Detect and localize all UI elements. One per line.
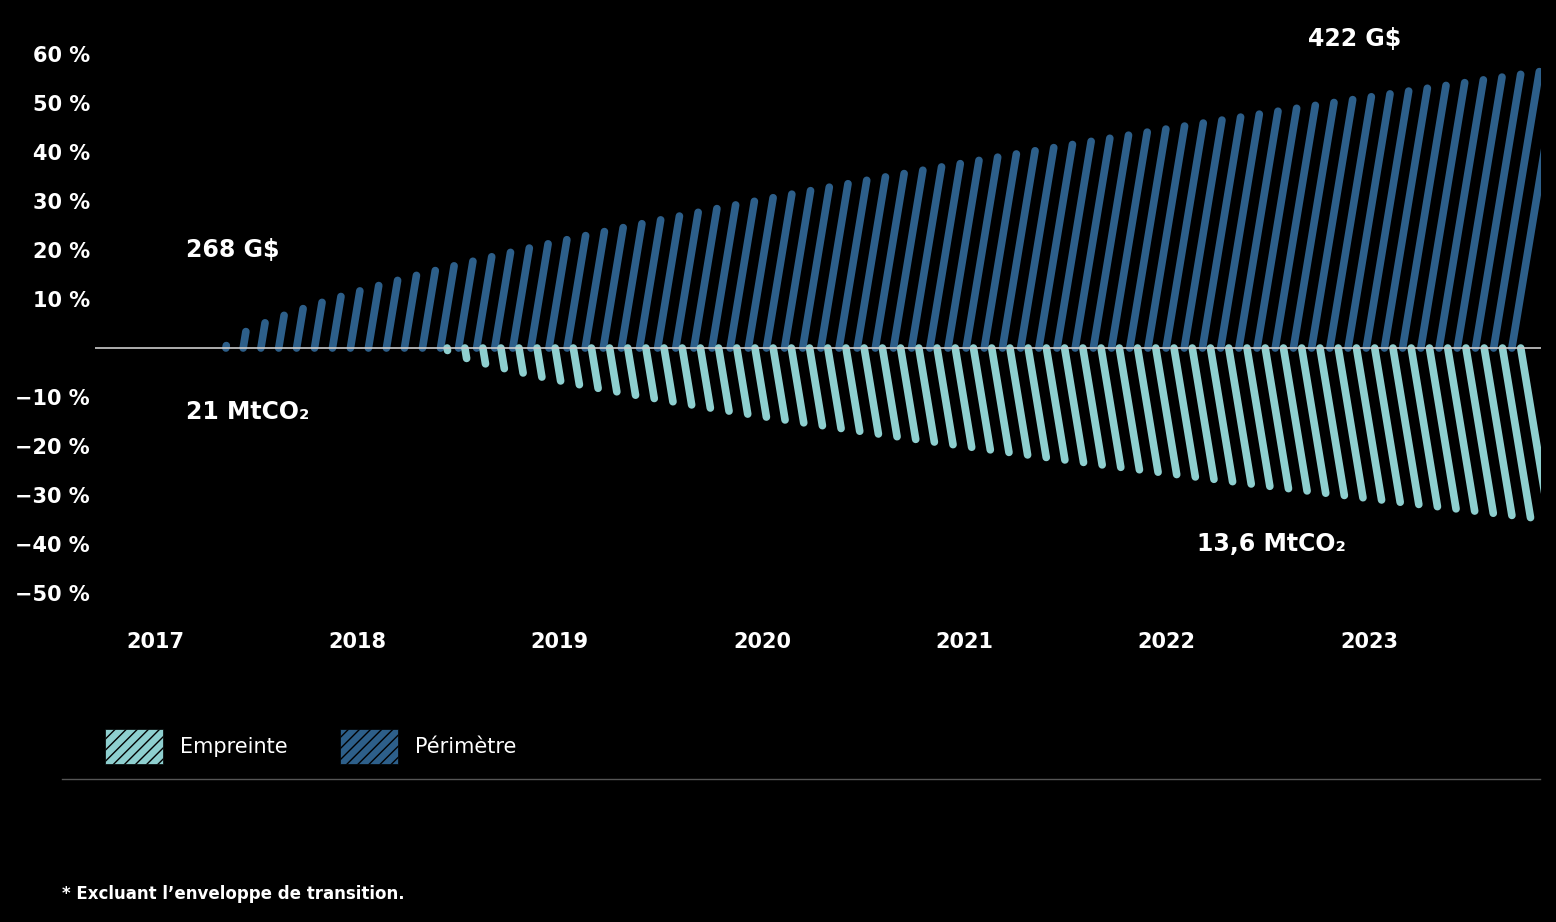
Text: 268 G$: 268 G$ — [185, 238, 279, 262]
Text: 422 G$: 422 G$ — [1309, 28, 1402, 52]
Text: 21 MtCO₂: 21 MtCO₂ — [185, 399, 310, 424]
Text: * Excluant l’enveloppe de transition.: * Excluant l’enveloppe de transition. — [62, 885, 405, 903]
Text: 13,6 MtCO₂: 13,6 MtCO₂ — [1197, 532, 1346, 556]
Legend: Empreinte, Périmètre: Empreinte, Périmètre — [104, 728, 517, 763]
